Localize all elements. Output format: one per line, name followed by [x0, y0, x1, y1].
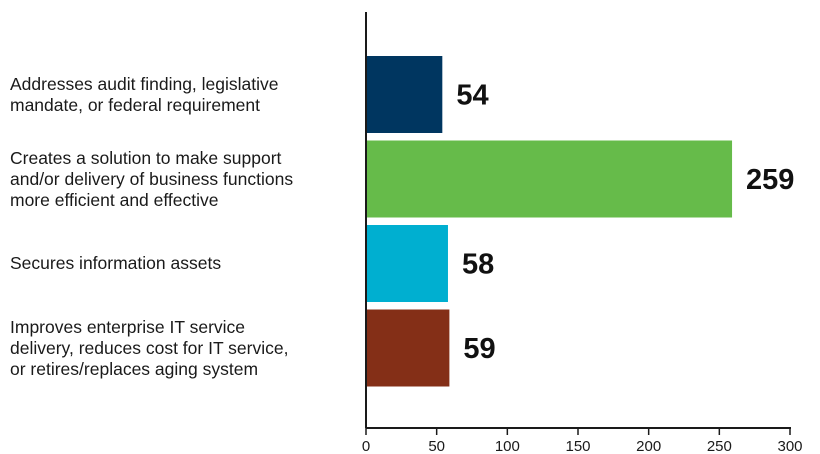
value-label-1: 54: [456, 80, 488, 112]
category-label-line: Improves enterprise IT service: [10, 316, 246, 337]
x-tick-label-100: 100: [495, 438, 520, 454]
bar-1: [366, 56, 443, 133]
x-tick-label-150: 150: [565, 438, 590, 454]
value-label-3: 58: [462, 249, 494, 281]
bar-4: [366, 309, 450, 387]
x-tick-label-50: 50: [428, 438, 445, 454]
category-label-1: Addresses audit finding, legislative mand…: [10, 74, 360, 116]
category-label-line: delivery, reduces cost for IT service,: [10, 337, 289, 358]
category-label-3: Secures information assets: [10, 253, 360, 274]
category-label-line: mandate, or federal requirement: [10, 94, 260, 115]
x-tick-label-250: 250: [707, 438, 732, 454]
bar-2: [366, 140, 733, 218]
category-label-line: and/or delivery of business functions: [10, 168, 294, 189]
category-label-line: Addresses audit finding, legislative: [10, 73, 279, 94]
x-tick-label-200: 200: [636, 438, 661, 454]
category-label-line: Secures information assets: [10, 253, 222, 273]
category-label-4: Improves enterprise IT service delivery, …: [10, 317, 360, 380]
category-label-2: Creates a solution to make support and/or…: [10, 148, 360, 211]
bar-3: [366, 225, 448, 302]
category-label-line: more efficient and effective: [10, 189, 219, 210]
value-label-4: 59: [463, 333, 495, 365]
category-label-line: or retires/replaces aging system: [10, 358, 259, 379]
x-tick-label-0: 0: [362, 438, 370, 454]
value-label-2: 259: [746, 164, 794, 196]
x-tick-label-300: 300: [777, 438, 802, 454]
category-label-line: Creates a solution to make support: [10, 147, 282, 168]
